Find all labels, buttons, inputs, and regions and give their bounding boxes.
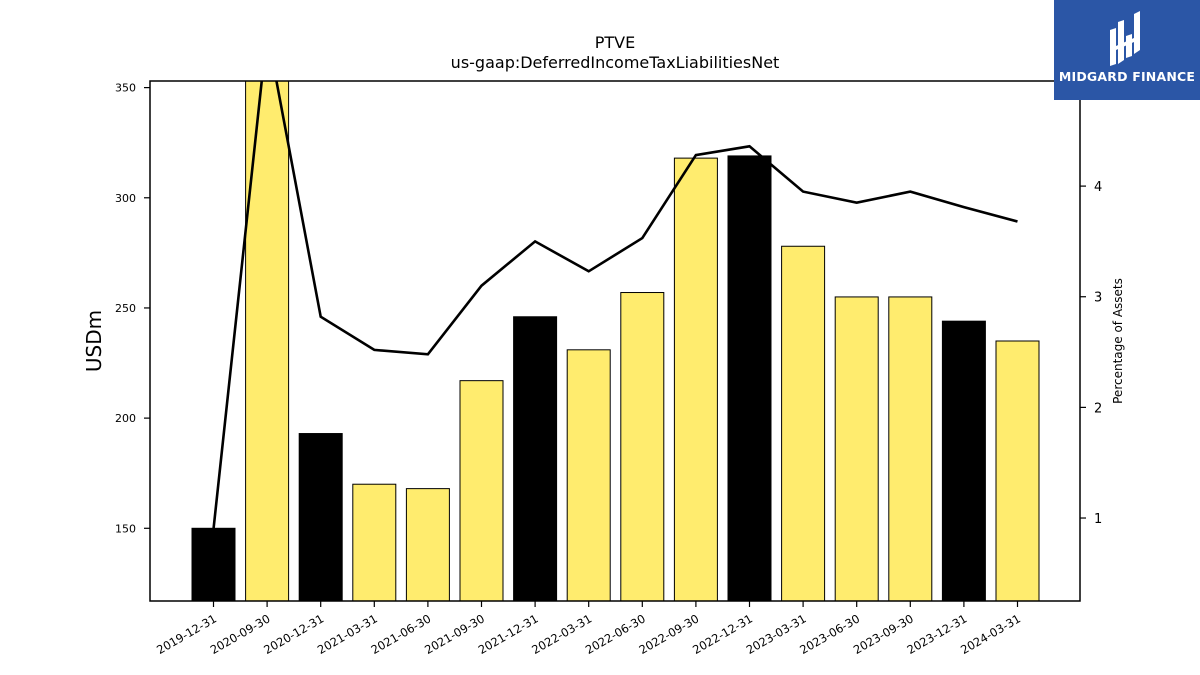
midgard-logo-icon: [1110, 11, 1140, 66]
logo-text: MIDGARD FINANCE: [1058, 69, 1196, 84]
x-tick-label-2023-09-30: 2023-09-30: [851, 611, 916, 657]
y-tick-label-150: 150: [115, 522, 136, 535]
x-tick-label-2024-03-31: 2024-03-31: [958, 611, 1023, 657]
bar-2023-12-31: [941, 320, 986, 602]
x-tick-label-2019-12-31: 2019-12-31: [154, 611, 219, 657]
bar-2021-09-30: [459, 380, 504, 602]
y-tick-label-350: 350: [115, 82, 136, 95]
bar-2023-06-30: [834, 296, 879, 602]
x-tick-label-2021-06-30: 2021-06-30: [369, 611, 434, 657]
x-tick-label-2023-03-31: 2023-03-31: [744, 611, 809, 657]
y2-axis-label: Percentage of Assets: [1111, 278, 1125, 404]
x-tick-label-2022-12-31: 2022-12-31: [690, 611, 755, 657]
bar-2019-12-31: [191, 527, 236, 602]
bar-2022-12-31: [727, 155, 772, 602]
bar-2024-03-31: [995, 340, 1040, 602]
bar-2021-12-31: [513, 316, 558, 602]
x-tick-label-2021-09-30: 2021-09-30: [422, 611, 487, 657]
x-tick-label-2021-03-31: 2021-03-31: [315, 611, 380, 657]
y-tick-label-300: 300: [115, 192, 136, 205]
y-axis-label: USDm: [82, 310, 106, 372]
percentage-of-assets-line: [212, 81, 1018, 530]
bar-2023-03-31: [781, 245, 826, 602]
chart-subtitle: us-gaap:DeferredIncomeTaxLiabilitiesNet: [451, 53, 780, 72]
x-tick-label-2022-06-30: 2022-06-30: [583, 611, 648, 657]
y-tick-label-200: 200: [115, 412, 136, 425]
bar-2021-03-31: [352, 483, 397, 602]
y-tick-label-250: 250: [115, 302, 136, 315]
bar-2021-06-30: [405, 488, 450, 602]
y2-tick-label-2: 2: [1094, 401, 1102, 416]
bar-2022-03-31: [566, 349, 611, 602]
bar-2022-06-30: [620, 292, 665, 602]
x-tick-label-2021-12-31: 2021-12-31: [476, 611, 541, 657]
x-tick-label-2020-12-31: 2020-12-31: [261, 611, 326, 657]
x-tick-label-2022-09-30: 2022-09-30: [637, 611, 702, 657]
x-tick-label-2022-03-31: 2022-03-31: [529, 611, 594, 657]
x-tick-label-2020-09-30: 2020-09-30: [208, 611, 273, 657]
chart-title: PTVE: [595, 33, 635, 52]
bar-2022-09-30: [673, 157, 718, 602]
y2-tick-label-3: 3: [1094, 291, 1102, 306]
bar-2023-09-30: [888, 296, 933, 602]
y2-tick-label-4: 4: [1094, 180, 1102, 195]
bar-2020-12-31: [298, 433, 343, 602]
x-tick-label-2023-12-31: 2023-12-31: [905, 611, 970, 657]
x-tick-label-2023-06-30: 2023-06-30: [797, 611, 862, 657]
midgard-logo: MIDGARD FINANCE: [1054, 0, 1200, 100]
y2-tick-label-1: 1: [1094, 512, 1102, 527]
plot-frame: [149, 80, 1081, 602]
